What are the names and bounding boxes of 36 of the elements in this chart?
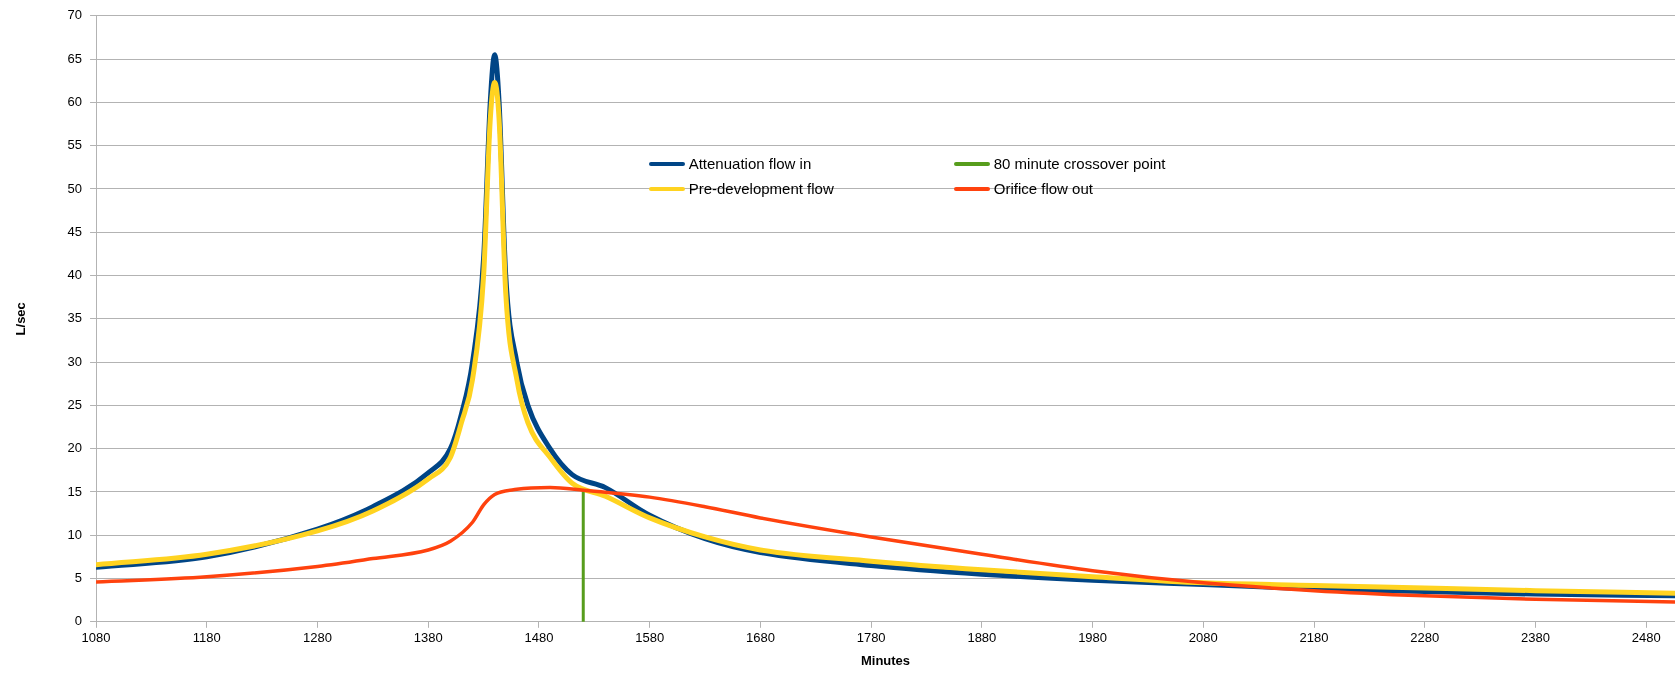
y-tick-label: 40 — [67, 267, 83, 283]
y-tick-label: 5 — [74, 570, 83, 586]
y-tick-label: 55 — [67, 137, 83, 153]
y-tick-label: 10 — [67, 526, 83, 542]
x-tick-label: 2380 — [1521, 630, 1550, 646]
y-tick-label: 65 — [67, 50, 83, 66]
x-tick-label: 1080 — [81, 630, 111, 646]
x-tick-label: 2480 — [1631, 630, 1661, 646]
y-tick-label: 20 — [67, 440, 83, 456]
legend-label: Attenuation flow in — [688, 155, 812, 173]
x-tick-label: 2080 — [1188, 630, 1218, 646]
y-tick-label: 15 — [67, 483, 83, 499]
x-tick-label: 1780 — [856, 630, 886, 646]
x-tick-label: 2180 — [1299, 630, 1329, 646]
x-tick-label: 1480 — [524, 630, 554, 646]
y-tick-label: 30 — [67, 353, 83, 369]
y-tick-label: 50 — [67, 180, 83, 196]
y-tick-label: 70 — [67, 7, 83, 23]
x-axis-title: Minutes — [860, 652, 911, 668]
legend-label: 80 minute crossover point — [993, 155, 1166, 173]
x-tick-label: 2280 — [1410, 630, 1440, 646]
y-tick-label: 25 — [67, 396, 83, 412]
y-tick-label: 60 — [67, 93, 83, 109]
x-tick-label: 1880 — [967, 630, 997, 646]
legend-label: Orifice flow out — [993, 180, 1093, 198]
legend-label: Pre-development flow — [688, 180, 834, 198]
x-tick-label: 1180 — [192, 630, 221, 646]
x-tick-label: 1580 — [635, 630, 665, 646]
x-tick-label: 1380 — [413, 630, 443, 646]
x-tick-label: 1680 — [745, 630, 775, 646]
y-tick-label: 0 — [74, 613, 83, 629]
x-tick-label: 1980 — [1078, 630, 1108, 646]
y-axis-title: L/sec — [13, 302, 29, 336]
x-tick-label: 1280 — [303, 630, 332, 646]
y-tick-label: 35 — [67, 310, 83, 326]
y-tick-label: 45 — [67, 223, 83, 239]
